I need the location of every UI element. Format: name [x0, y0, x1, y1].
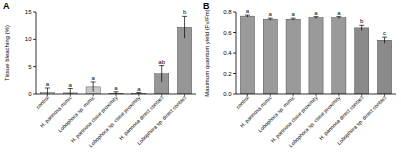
- error-stem: [184, 16, 185, 38]
- y-tick: [233, 94, 236, 95]
- x-tick-label: H. pannosa direct contact: [318, 94, 365, 141]
- y-axis: [236, 12, 237, 94]
- error-cap: [114, 91, 119, 92]
- y-tick: [33, 12, 36, 13]
- error-cap: [314, 16, 319, 17]
- x-tick-label: Lobophora sp. mimic: [57, 94, 96, 133]
- error-bar: [45, 88, 50, 94]
- x-tick-label: Lobophora sp. direct contact: [136, 94, 188, 146]
- significance-letter: a: [137, 86, 141, 92]
- bar: [332, 18, 346, 94]
- significance-letter: a: [46, 81, 50, 87]
- panel-label: A: [3, 1, 10, 11]
- y-tick: [233, 73, 236, 74]
- error-stem: [70, 89, 71, 94]
- y-tick-label: 0.4: [223, 50, 232, 56]
- error-bar: [91, 82, 96, 92]
- error-cap: [136, 92, 141, 93]
- significance-letter: a: [114, 85, 118, 91]
- error-cap: [268, 18, 273, 19]
- y-tick: [33, 66, 36, 67]
- significance-letter: a: [269, 11, 273, 17]
- y-axis: [36, 12, 37, 94]
- significance-letter: a: [69, 82, 73, 88]
- bar: [309, 18, 323, 94]
- bar: [263, 19, 277, 94]
- error-stem: [161, 66, 162, 82]
- figure: ATissue bleaching (%)051015aaaaaabbcontr…: [0, 0, 401, 158]
- y-tick-label: 0: [28, 91, 32, 97]
- error-stem: [361, 25, 362, 30]
- significance-letter: a: [91, 75, 95, 81]
- error-cap: [68, 88, 73, 89]
- bar: [240, 16, 254, 94]
- y-tick: [233, 32, 236, 33]
- significance-letter: a: [337, 10, 341, 16]
- y-tick-label: 15: [25, 9, 32, 15]
- x-tick-label: Lobophora sp. direct contact: [336, 94, 388, 146]
- x-tick-label: control: [35, 94, 50, 109]
- significance-letter: b: [183, 9, 187, 15]
- significance-letter: b: [360, 18, 364, 24]
- plot-marks: [240, 15, 391, 94]
- error-stem: [384, 37, 385, 43]
- x-tick-label: Lobophora sp. mimic: [257, 94, 296, 133]
- bar: [286, 19, 300, 94]
- error-cap: [245, 15, 250, 16]
- y-tick: [33, 39, 36, 40]
- error-cap: [159, 65, 164, 66]
- y-axis-label: Tissue bleaching (%): [4, 25, 10, 81]
- y-tick-label: 0.8: [223, 9, 232, 15]
- bar: [355, 28, 369, 94]
- error-bar: [159, 66, 164, 82]
- y-tick-label: 10: [25, 36, 32, 42]
- y-tick: [233, 53, 236, 54]
- significance-letter: a: [291, 11, 295, 17]
- x-tick-label: H. pannosa direct contact: [118, 94, 165, 141]
- bar: [377, 40, 391, 94]
- error-bar: [359, 25, 364, 30]
- error-stem: [93, 82, 94, 92]
- error-bar: [268, 18, 273, 20]
- y-axis-label: Maximum quantum yield (Fv/Fm): [204, 9, 210, 97]
- error-cap: [45, 87, 50, 88]
- plot-marks: [40, 16, 191, 94]
- error-bar: [245, 15, 250, 17]
- y-tick-label: 0.0: [223, 91, 232, 97]
- error-cap: [182, 16, 187, 17]
- y-tick: [233, 12, 236, 13]
- significance-letter: a: [314, 10, 318, 16]
- significance-letter: c: [383, 30, 386, 36]
- error-bar: [382, 37, 387, 43]
- error-cap: [91, 81, 96, 82]
- error-stem: [47, 88, 48, 94]
- error-bar: [336, 17, 341, 19]
- error-bar: [291, 18, 296, 20]
- error-bar: [314, 17, 319, 19]
- significance-letter: ab: [158, 59, 165, 65]
- error-cap: [382, 37, 387, 38]
- x-tick-label: control: [235, 94, 250, 109]
- error-cap: [359, 25, 364, 26]
- error-bar: [68, 89, 73, 94]
- y-tick: [33, 94, 36, 95]
- y-tick-label: 0.2: [223, 71, 232, 77]
- significance-letter: a: [246, 8, 250, 14]
- error-cap: [291, 18, 296, 19]
- error-cap: [336, 16, 341, 17]
- y-tick-label: 0.6: [223, 30, 232, 36]
- error-bar: [182, 16, 187, 38]
- y-tick-label: 5: [28, 64, 32, 70]
